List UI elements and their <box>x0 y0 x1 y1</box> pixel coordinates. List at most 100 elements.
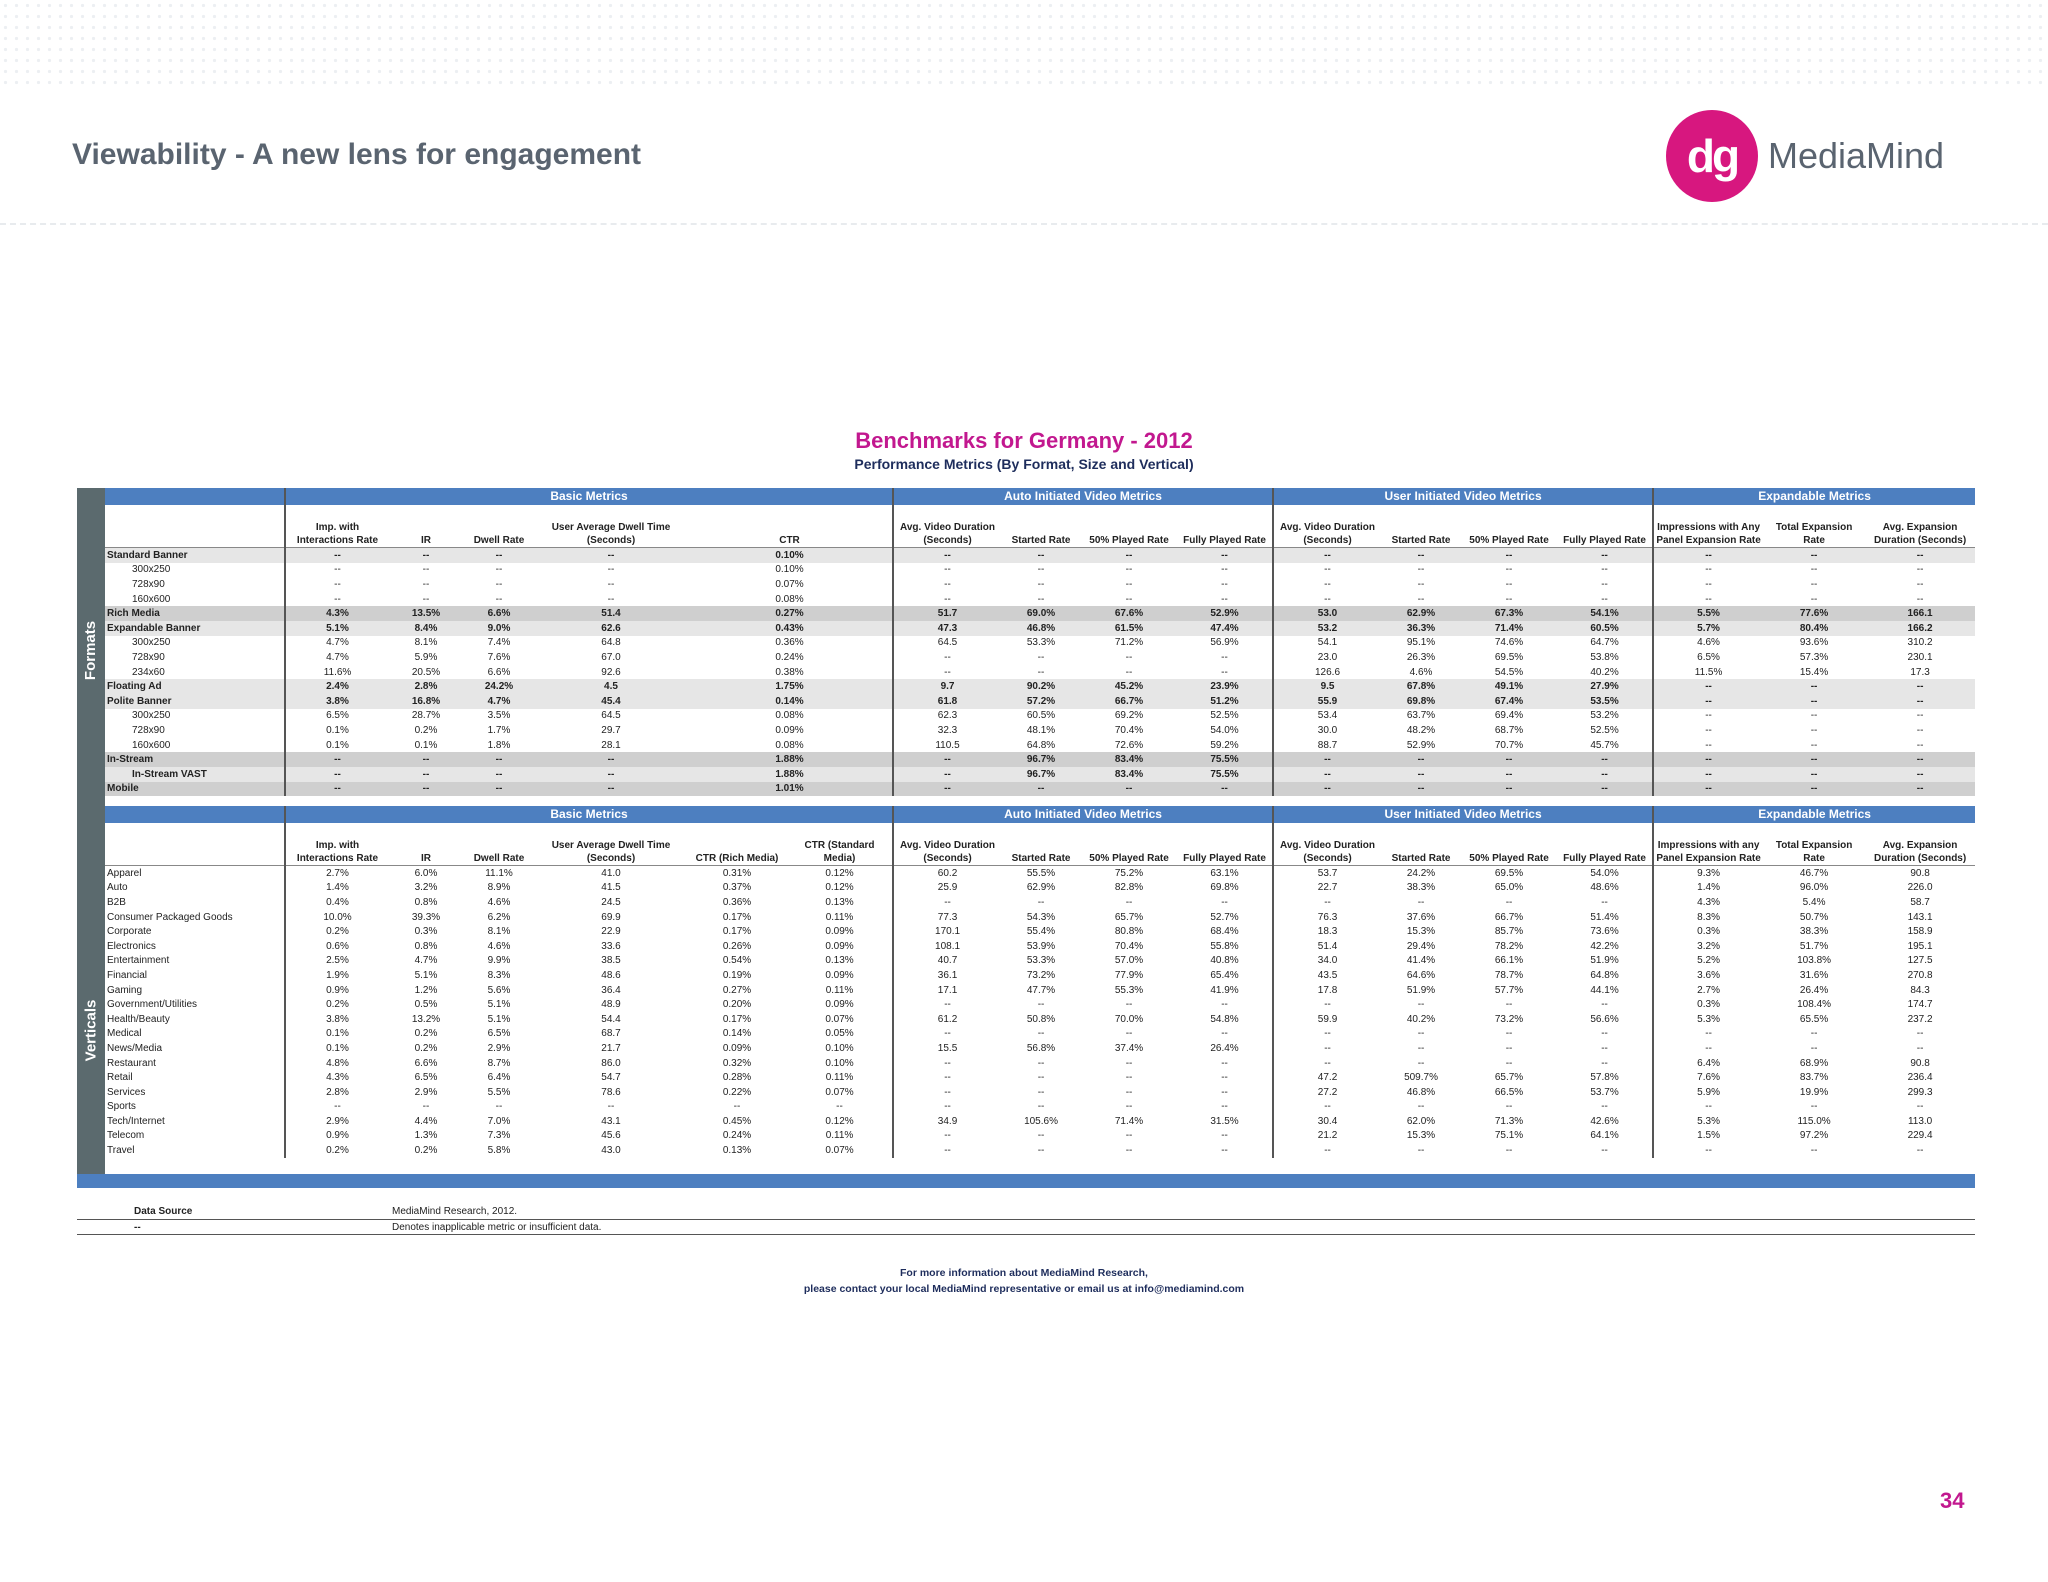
table-cell: 5.3% <box>1697 1115 1720 1127</box>
row-label: 300x250 <box>105 562 286 578</box>
table-cell: 68.9% <box>1799 1057 1829 1069</box>
table-cell: 0.8% <box>414 940 438 952</box>
dash-legend-value: Denotes inapplicable metric or insuffici… <box>392 1222 602 1233</box>
table-cell: 53.7% <box>1557 1084 1655 1100</box>
table-cell: 96.0% <box>1799 882 1829 894</box>
table-cell: 113.0 <box>1907 1115 1933 1127</box>
table-cell: -- <box>1505 1145 1513 1157</box>
table-cell: 0.36% <box>722 896 752 908</box>
table-cell: -- <box>1417 578 1425 590</box>
table-cell: 11.1% <box>463 864 535 881</box>
table-cell: 26.4% <box>1799 984 1829 996</box>
table-cell: -- <box>1417 1028 1425 1040</box>
table-cell: 90.8 <box>1910 1057 1930 1069</box>
table-cell: 0.14% <box>722 1028 752 1040</box>
table-cell: -- <box>1810 724 1818 736</box>
table-cell: 1.9% <box>326 969 349 981</box>
table-cell: -- <box>1557 895 1655 910</box>
table-cell: 56.9% <box>1177 635 1275 651</box>
table-cell: -- <box>1177 650 1275 665</box>
table-row: 300x250 -- -- -- -- 0.10% -- -- -- -- -- -- -- -- -- --… <box>105 562 1975 578</box>
table-cell: -- <box>1763 781 1866 797</box>
column-header: Imp. with Interactions Rate <box>296 522 379 546</box>
table-cell: 62.9% <box>1381 606 1462 621</box>
table-cell: -- <box>1705 1145 1712 1157</box>
table-cell: -- <box>1505 578 1513 590</box>
header-divider <box>0 223 2048 225</box>
table-cell: 4.6% <box>1409 666 1433 678</box>
table-cell: 51.4% <box>1557 909 1655 925</box>
table-cell: 53.4 <box>1317 710 1338 722</box>
table-cell: 73.2% <box>1026 969 1056 981</box>
table-cell: -- <box>1417 896 1425 908</box>
table-cell: -- <box>1273 546 1382 563</box>
table-cell: 43.0 <box>601 1145 621 1157</box>
column-header: Impressions with any Panel Expansion Rat… <box>1656 840 1761 864</box>
table-cell: -- <box>285 752 389 767</box>
table-cell: -- <box>1705 593 1712 605</box>
table-cell: 78.2% <box>1494 940 1524 952</box>
column-header: Dwell Rate <box>473 853 525 864</box>
table-cell: 67.0 <box>601 651 621 663</box>
table-cell: -- <box>1810 1028 1818 1040</box>
table-cell: 30.0 <box>1317 724 1338 736</box>
table-cell: 51.7 <box>893 606 1002 621</box>
column-header: Avg. Expansion Duration (Seconds) <box>1873 840 1967 864</box>
table-cell: -- <box>1810 593 1818 605</box>
table-cell: 54.7 <box>601 1072 621 1084</box>
column-header: Impressions with Any Panel Expansion Rat… <box>1656 522 1761 546</box>
table-cell: 43.5 <box>1317 969 1338 981</box>
table-cell: 93.6% <box>1799 637 1829 649</box>
table-cell: 299.3 <box>1907 1086 1933 1098</box>
table-cell: 0.12% <box>787 864 895 881</box>
table-cell: -- <box>1810 564 1818 576</box>
table-cell: 0.14% <box>687 693 895 709</box>
table-cell: -- <box>1125 564 1133 576</box>
table-cell: -- <box>944 1057 951 1069</box>
table-cell: 57.8% <box>1557 1070 1655 1085</box>
table-cell: 0.3% <box>1697 926 1720 938</box>
table-cell: 46.7% <box>1763 864 1866 881</box>
table-cell: -- <box>1324 1042 1331 1054</box>
table-cell: 1.88% <box>687 752 895 767</box>
table-cell: 6.6% <box>414 1057 438 1069</box>
table-cell: 0.6% <box>326 940 349 952</box>
table-cell: 5.1% <box>487 1013 511 1025</box>
row-label: Polite Banner <box>105 693 286 709</box>
table-cell: 78.6 <box>601 1086 621 1098</box>
table-cell: -- <box>607 578 615 590</box>
table-cell: 5.9% <box>1697 1086 1720 1098</box>
table-cell: 0.1% <box>326 1028 349 1040</box>
table-cell: -- <box>389 781 463 797</box>
table-cell: 1.7% <box>487 724 511 736</box>
table-cell: 72.6% <box>1114 739 1144 751</box>
table-cell: -- <box>285 546 389 563</box>
table-cell: 71.4% <box>1461 620 1558 636</box>
table-cell: 0.1% <box>326 1042 349 1054</box>
table-cell: 77.6% <box>1763 606 1866 621</box>
table-cell: 71.3% <box>1494 1115 1524 1127</box>
table-cell: 69.4% <box>1494 710 1524 722</box>
table-cell: -- <box>1653 693 1764 709</box>
table-cell: 96.7% <box>1001 766 1082 782</box>
row-label: 160x600 <box>105 591 286 607</box>
table-row: Mobile -- -- -- -- 1.01% -- -- -- -- -- -- -- -- -- -- -… <box>105 781 1976 797</box>
table-cell: 127.5 <box>1907 955 1933 967</box>
table-cell: 75.2% <box>1081 864 1178 881</box>
table-cell: -- <box>1273 752 1382 767</box>
table-cell: 0.24% <box>687 650 895 665</box>
table-row: Government/Utilities 0.2% 0.5% 5.1% 48.9 0.20… <box>105 997 1975 1012</box>
table-cell: 52.5% <box>1557 723 1655 738</box>
row-label: Expandable Banner <box>105 620 286 636</box>
table-cell: 8.1% <box>487 926 511 938</box>
table-cell: 31.6% <box>1799 969 1829 981</box>
table-cell: 69.8% <box>1381 693 1462 709</box>
column-header: CTR <box>687 505 895 548</box>
table-cell: 33.6 <box>601 940 621 952</box>
table-cell: 67.3% <box>1461 606 1558 621</box>
table-row: Tech/Internet 2.9% 4.4% 7.0% 43.1 0.45% 0.12% 3… <box>105 1114 1975 1129</box>
group-header-row: Basic Metrics Auto Initiated Video Metri… <box>105 806 1976 823</box>
table-cell: 30.4 <box>1317 1115 1338 1127</box>
table-cell: 9.7 <box>893 679 1002 694</box>
row-label: Services <box>105 1084 286 1100</box>
